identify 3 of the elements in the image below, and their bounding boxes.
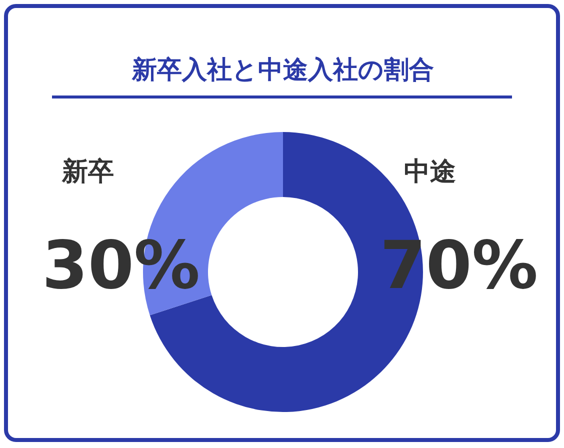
chart-title: 新卒入社と中途入社の割合 [131,55,434,84]
slice-label: 中途 [404,157,456,187]
slice-label: 新卒 [61,157,114,187]
